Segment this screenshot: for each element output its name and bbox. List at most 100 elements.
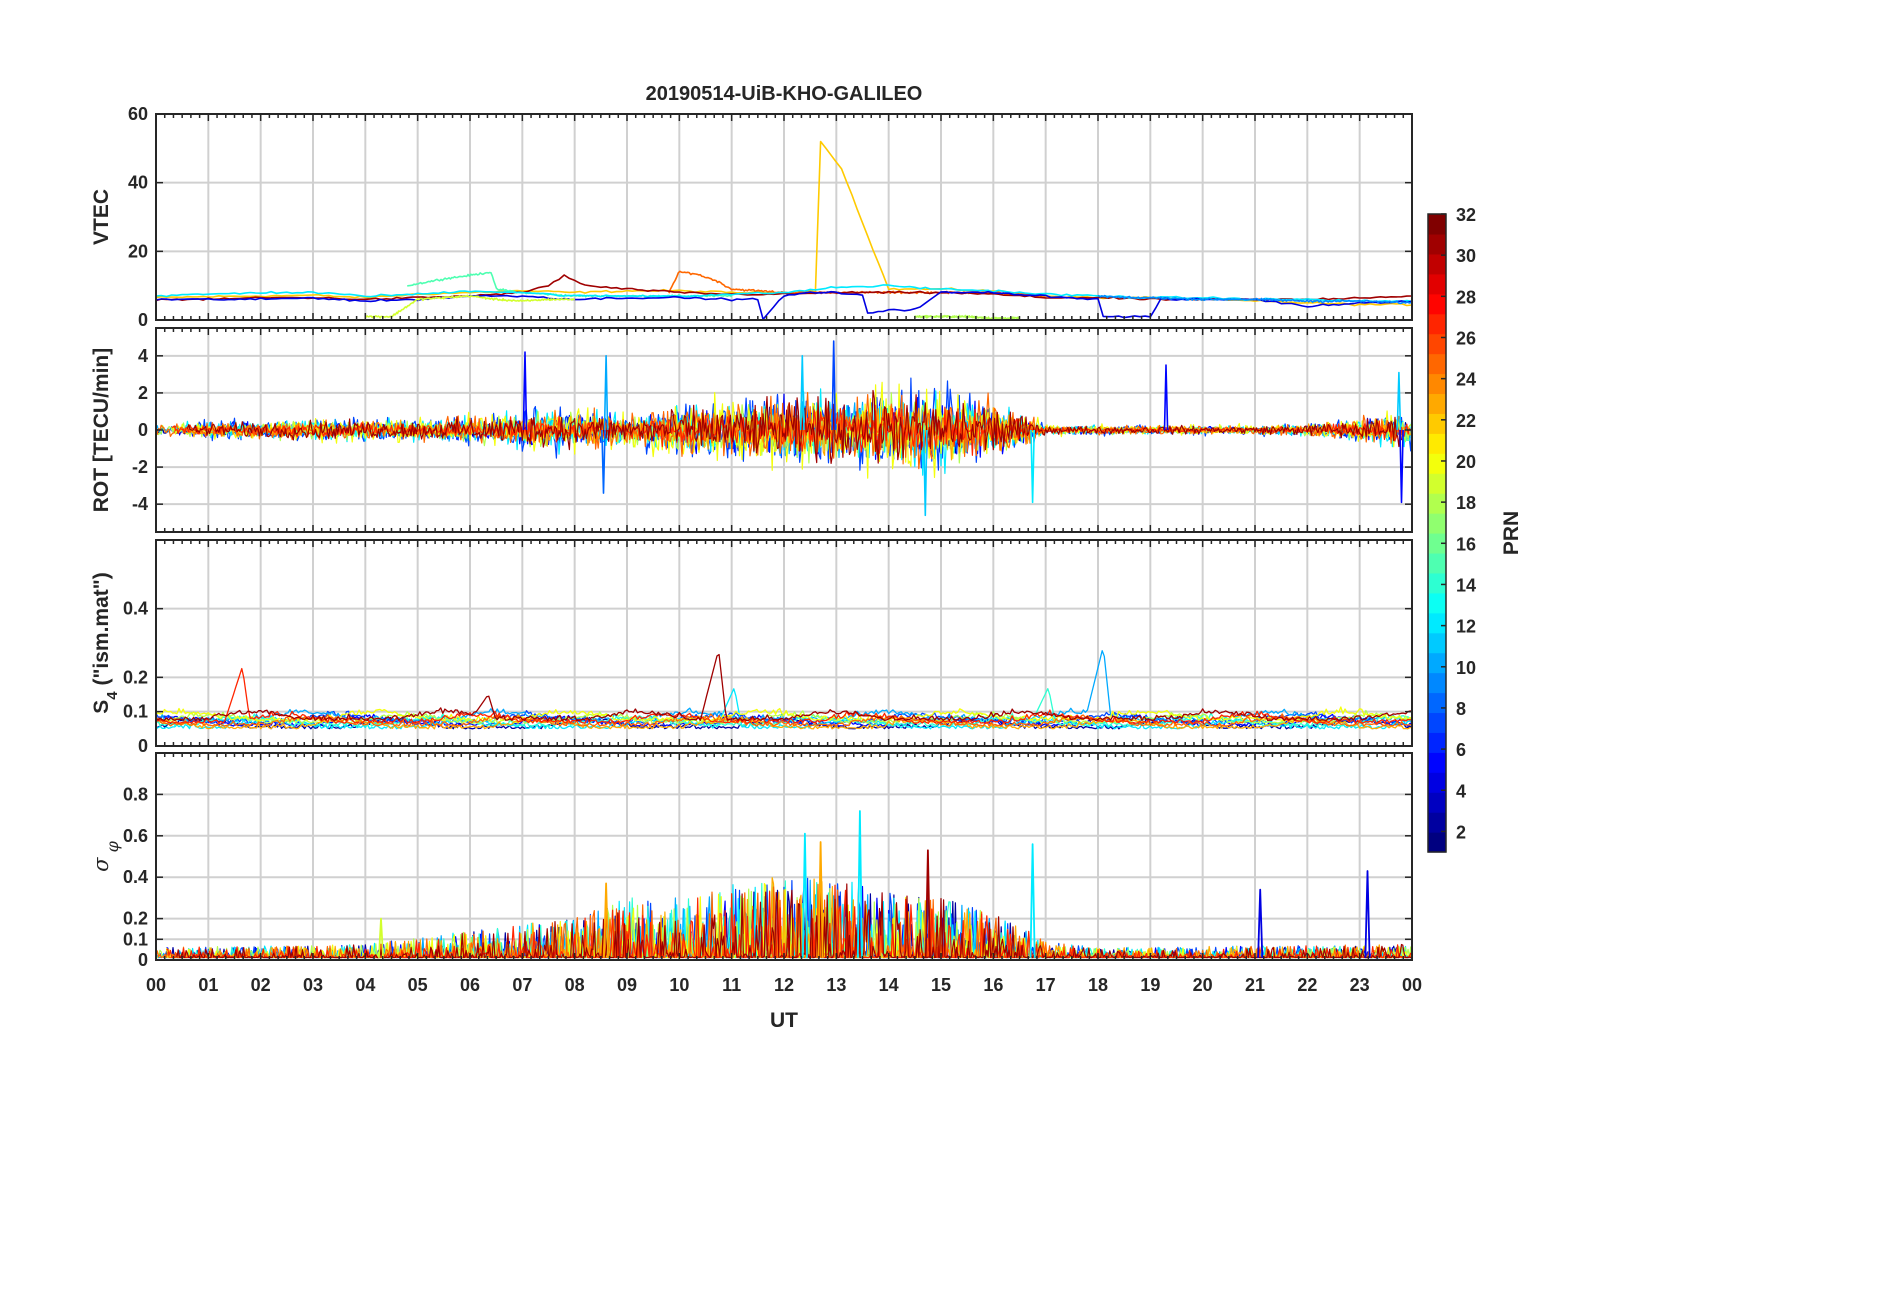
colorbar-segment — [1428, 792, 1446, 813]
sigma-spike-3 — [817, 841, 824, 958]
panel-s4-ytick: 0.1 — [123, 702, 148, 722]
panel-vtec: 0 20 40 60 VTEC — [90, 104, 1413, 330]
panel-s4-grid — [156, 540, 1412, 746]
colorbar-segment — [1428, 592, 1446, 614]
vtec-series-prn-9 — [1097, 294, 1412, 305]
colorbar-tick-label: 20 — [1456, 452, 1476, 472]
x-tick-label: 00 — [1402, 975, 1422, 995]
panel-s4-ylabel: S4 ("ism.mat") — [90, 572, 121, 713]
colorbar-segment — [1428, 812, 1446, 833]
colorbar-tick-label: 8 — [1456, 699, 1466, 719]
colorbar-tick-label: 10 — [1456, 658, 1476, 678]
sigma-spike-6 — [1029, 843, 1036, 958]
colorbar-segment — [1428, 752, 1446, 773]
panel-sigma_phi-ytick: 0.2 — [123, 909, 148, 929]
x-tick-label: 11 — [722, 975, 741, 995]
x-tick-label: 17 — [1036, 975, 1056, 995]
s4-series-prn-23 — [156, 715, 1412, 730]
colorbar-tick-label: 32 — [1456, 205, 1476, 225]
colorbar-tick-label: 2 — [1456, 822, 1466, 842]
panel-sigma_phi: 00.10.2 0.4 0.6 0.8 σ φ — [89, 752, 1413, 970]
colorbar-segment — [1428, 493, 1446, 514]
x-tick-label: 09 — [617, 975, 637, 995]
colorbar-tick-label: 4 — [1456, 781, 1466, 801]
s4-series-prn-31 — [156, 653, 1412, 722]
panel-sigma_phi-ytick: 0 — [138, 950, 148, 970]
rot-spike-1 — [601, 429, 606, 494]
colorbar-tick-label: 6 — [1456, 740, 1466, 760]
colorbar-tick-label: 30 — [1456, 246, 1476, 266]
chart-title: 20190514-UiB-KHO-GALILEO — [646, 83, 923, 105]
colorbar-segment — [1428, 413, 1446, 434]
panel-sigma_phi-ticks — [155, 753, 1413, 961]
panel-vtec-grid — [156, 114, 1412, 320]
panel-vtec-ytick: 60 — [128, 104, 148, 124]
x-axis: 00 01 02 03 04 05 06 07 08 09 10 11 12 13 14 15 16 17 18 19… — [146, 975, 1422, 995]
x-axis-label: UT — [770, 1009, 798, 1032]
rot-spike-4 — [831, 340, 837, 431]
vtec-series-prn-12 — [156, 284, 1412, 303]
rot-spike-8 — [1396, 371, 1402, 431]
panel-vtec-ytick: 20 — [128, 241, 148, 261]
colorbar-segment — [1428, 572, 1446, 594]
panel-sigma_phi-ytick: 0.6 — [123, 826, 148, 846]
panel-rot-ticks — [155, 328, 1413, 532]
x-tick-label: 05 — [408, 975, 428, 995]
colorbar-tick-label: 12 — [1456, 617, 1476, 637]
colorbar-segment — [1428, 652, 1446, 674]
colorbar-segment — [1428, 712, 1446, 733]
x-tick-label: 02 — [251, 975, 271, 995]
colorbar-segment — [1428, 692, 1446, 714]
sigma-spike-4 — [856, 810, 863, 958]
panel-rot-lines — [156, 340, 1412, 517]
x-tick-label: 04 — [355, 975, 375, 995]
x-tick-label: 20 — [1193, 975, 1213, 995]
colorbar-segment — [1428, 293, 1446, 315]
x-tick-label: 08 — [565, 975, 585, 995]
panel-vtec-ytick: 40 — [128, 173, 148, 193]
panel-sigma_phi-ylabel: σ φ — [89, 840, 122, 871]
s4-series-prn-20 — [156, 706, 1412, 722]
colorbar-tick-label: 16 — [1456, 534, 1476, 554]
colorbar-tick-label: 14 — [1456, 575, 1476, 595]
colorbar-label: PRN — [1500, 511, 1523, 555]
colorbar-segment — [1428, 214, 1446, 235]
panel-rot: -4 -2 0 2 4 ROT [TECU/min] — [90, 327, 1413, 533]
colorbar-segment — [1428, 353, 1446, 375]
colorbar-segment — [1428, 772, 1446, 793]
s4-series-prn-25 — [156, 713, 1412, 727]
x-tick-label: 12 — [774, 975, 794, 995]
x-tick-label: 01 — [198, 975, 218, 995]
x-tick-label: 13 — [826, 975, 846, 995]
colorbar-segment — [1428, 273, 1446, 295]
panel-s4-lines — [156, 650, 1412, 730]
panel-rot-ytick: -4 — [132, 494, 148, 514]
sigma-spike-1 — [603, 882, 610, 958]
colorbar-segment — [1428, 632, 1446, 654]
colorbar-tick-label: 18 — [1456, 493, 1476, 513]
vtec-series-prn-25 — [668, 270, 1046, 298]
panel-vtec-ylabel: VTEC — [90, 189, 113, 245]
s4-series-prn-18 — [156, 709, 1412, 724]
x-tick-label: 06 — [460, 975, 480, 995]
x-tick-label: 07 — [512, 975, 532, 995]
panel-s4-ytick: 0.4 — [123, 599, 148, 619]
rot-series-prn-25 — [156, 392, 1402, 470]
panel-s4-ytick: 0.2 — [123, 667, 148, 687]
x-tick-label: 00 — [146, 975, 166, 995]
colorbar-segment — [1428, 732, 1446, 753]
colorbar-tick-label: 22 — [1456, 411, 1476, 431]
panel-vtec-ytick: 0 — [138, 310, 148, 330]
panel-rot-ytick: 2 — [138, 383, 148, 403]
sigma-spike-5 — [924, 849, 931, 958]
panel-s4: 0 0.1 0.2 0.4S4 ("ism.mat") — [90, 539, 1413, 756]
colorbar-tick-label: 28 — [1456, 287, 1476, 307]
panel-sigma_phi-ytick: 0.1 — [123, 929, 148, 949]
rot-series-prn-31 — [186, 389, 1403, 464]
panel-rot-ytick: 0 — [138, 420, 148, 440]
x-tick-label: 16 — [983, 975, 1003, 995]
rot-spike-7 — [1163, 364, 1169, 431]
rot-spike-0 — [522, 351, 528, 431]
figure: 20190514-UiB-KHO-GALILEO 0204060VTEC-4-2… — [89, 83, 1523, 1032]
